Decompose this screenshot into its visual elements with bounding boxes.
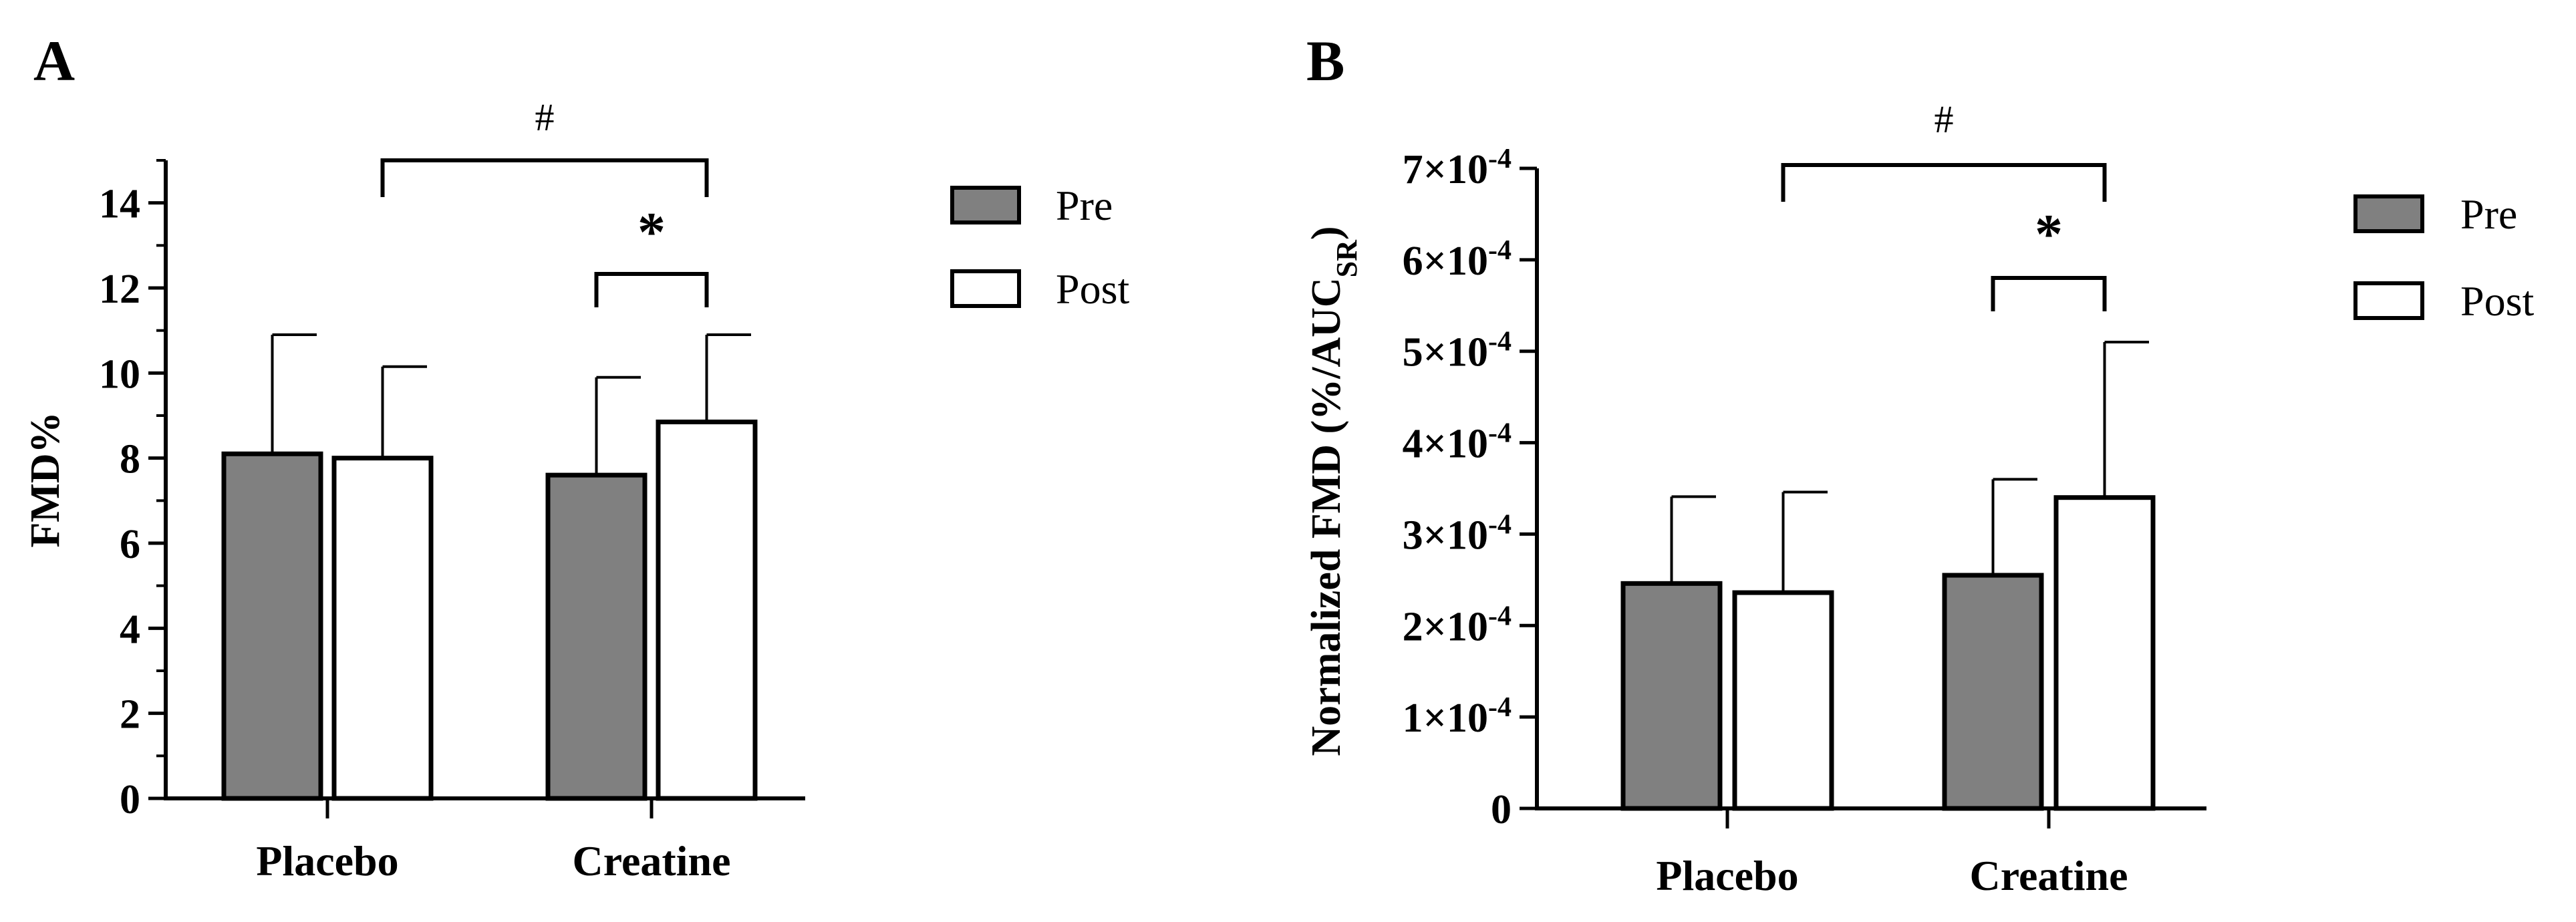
- y-tick-mantissa: 4×10: [1403, 422, 1488, 467]
- y-tick-label: 6: [120, 522, 140, 567]
- significance-label-hash: #: [1935, 98, 1954, 141]
- bar-post-placebo: [331, 456, 434, 801]
- legend-label-post: Post: [1056, 265, 1130, 313]
- y-tick-mantissa: 2×10: [1403, 604, 1488, 649]
- y-tick-exponent: -4: [1488, 144, 1512, 174]
- y-tick-exponent: -4: [1488, 235, 1512, 266]
- significance-bracket-within-group: [1991, 276, 2107, 311]
- bar-post-creatine: [2053, 495, 2156, 811]
- legend-label-post: Post: [2460, 277, 2535, 325]
- significance-label-hash: #: [535, 96, 555, 139]
- y-tick-label: 4×10-4: [1403, 418, 1512, 467]
- y-axis-title: FMD%: [23, 412, 68, 547]
- significance-label-star: *: [637, 201, 666, 263]
- y-tick-exponent: -4: [1488, 509, 1512, 540]
- y-tick-mantissa: 3×10: [1403, 512, 1488, 558]
- y-tick-mantissa: 0: [1491, 787, 1512, 832]
- y-tick-label: 14: [99, 182, 140, 227]
- legend-swatch-post: [950, 269, 1021, 308]
- legend-swatch-pre: [2353, 194, 2424, 233]
- bar-post-placebo: [1732, 590, 1834, 811]
- y-tick-label: 12: [99, 267, 140, 312]
- y-tick-label: 4: [120, 607, 140, 652]
- y-tick-exponent: -4: [1488, 418, 1512, 449]
- y-tick-label: 6×10-4: [1403, 235, 1512, 284]
- y-tick-exponent: -4: [1488, 601, 1512, 631]
- panel-a: A FMD% 0 2 4 6 8 10 12 14 Placebo Creatine # * Pre Post: [23, 29, 1130, 885]
- y-tick-exponent: -4: [1488, 692, 1512, 723]
- y-tick-exponent: -4: [1488, 327, 1512, 357]
- bar-pre-placebo: [1620, 581, 1723, 811]
- y-axis-title-subscript: SR: [1330, 239, 1363, 277]
- y-axis-title-main: Normalized FMD (%/AUC: [1304, 277, 1349, 756]
- bar-post-creatine: [656, 420, 758, 801]
- significance-bracket-between-groups: [380, 158, 709, 197]
- y-tick-label: 0: [1491, 787, 1512, 832]
- y-tick-label: 7×10-4: [1403, 144, 1512, 192]
- y-tick-label: 2×10-4: [1403, 601, 1512, 649]
- legend-swatch-pre: [950, 186, 1021, 224]
- bar-pre-creatine: [1942, 573, 2044, 811]
- bar-pre-creatine: [545, 472, 648, 801]
- legend-swatch-post: [2353, 281, 2424, 320]
- y-tick-mantissa: 5×10: [1403, 330, 1488, 375]
- legend-label-pre: Pre: [1056, 182, 1113, 229]
- significance-bracket-within-group: [594, 272, 709, 307]
- y-tick-label: 5×10-4: [1403, 327, 1512, 375]
- category-label-placebo: Placebo: [256, 837, 398, 885]
- significance-label-star: *: [2035, 203, 2063, 265]
- category-label-placebo: Placebo: [1656, 852, 1798, 899]
- category-label-creatine: Creatine: [573, 837, 731, 885]
- y-tick-label: 10: [99, 351, 140, 397]
- y-tick-mantissa: 6×10: [1403, 239, 1488, 284]
- y-tick-label: 0: [120, 777, 140, 822]
- y-tick-label: 8: [120, 437, 140, 482]
- legend: Pre Post: [2353, 190, 2535, 325]
- y-tick-label: 2: [120, 692, 140, 738]
- panel-letter: A: [33, 29, 75, 93]
- category-label-creatine: Creatine: [1970, 852, 2128, 899]
- y-axis-title: Normalized FMD (%/AUCSR): [1304, 226, 1363, 756]
- legend: Pre Post: [950, 182, 1130, 313]
- y-tick-label: 3×10-4: [1403, 509, 1512, 558]
- panel-letter: B: [1306, 29, 1344, 93]
- y-tick-mantissa: 1×10: [1403, 696, 1488, 741]
- y-axis-title-end: ): [1304, 226, 1349, 240]
- bar-pre-placebo: [221, 451, 323, 801]
- significance-bracket-between-groups: [1781, 163, 2107, 202]
- y-tick-mantissa: 7×10: [1403, 147, 1488, 192]
- y-tick-label: 1×10-4: [1403, 692, 1512, 741]
- legend-label-pre: Pre: [2460, 190, 2517, 238]
